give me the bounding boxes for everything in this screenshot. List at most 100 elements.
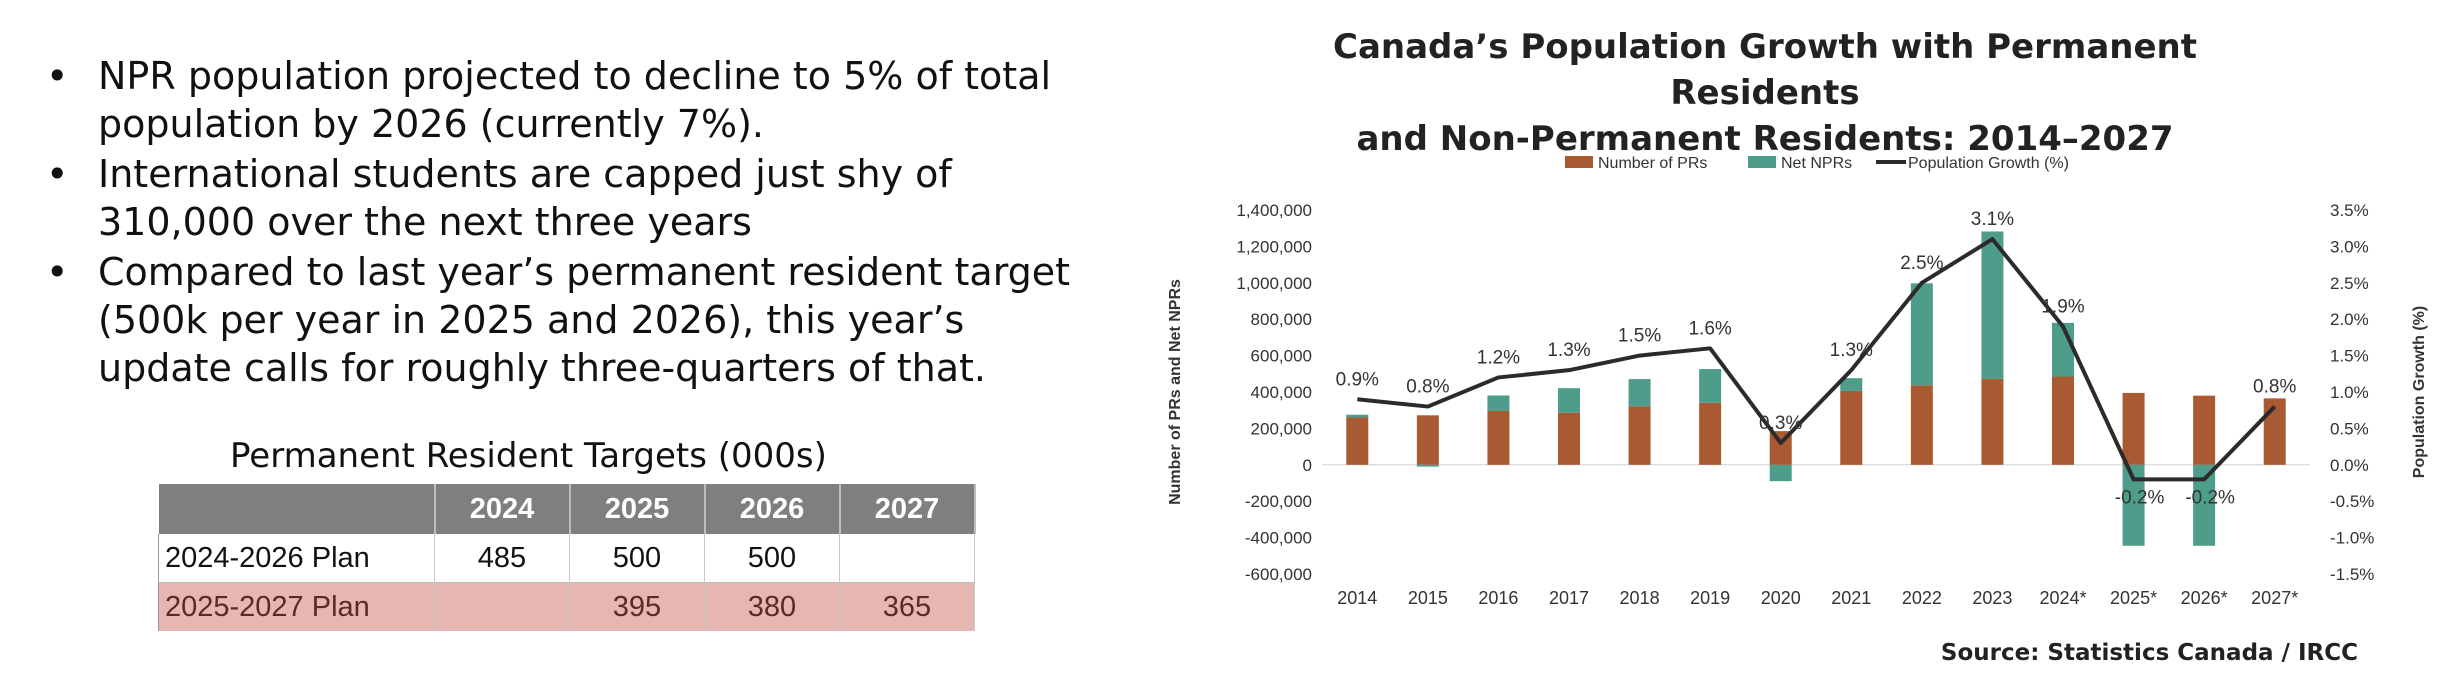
- table-row: 2024-2026 Plan 485 500 500: [158, 534, 975, 583]
- legend-label: Number of PRs: [1598, 155, 1707, 172]
- bullet-dot: •: [46, 152, 69, 196]
- table-cell: 500: [704, 534, 840, 583]
- x-tick-label: 2016: [1478, 588, 1518, 608]
- x-tick-label: 2017: [1549, 588, 1589, 608]
- line-data-label: 1.3%: [1830, 340, 1873, 361]
- line-data-label: 0.3%: [1759, 413, 1802, 434]
- bar-net-nprs: [1840, 378, 1863, 391]
- source-note: Source: Statistics Canada / IRCC: [1940, 640, 2358, 666]
- population-growth-line: [1357, 237, 2277, 482]
- y2-tick-label: 0.5%: [2330, 419, 2369, 438]
- table-row-highlighted: 2025-2027 Plan 395 380 365: [158, 582, 975, 631]
- bar-prs: [1910, 385, 1933, 465]
- column-header: 2024: [434, 484, 571, 534]
- bar-prs: [2193, 395, 2216, 465]
- bullet-item: • NPR population projected to decline to …: [40, 52, 1080, 148]
- y-tick-label: 400,000: [1251, 383, 1312, 402]
- x-tick-label: 2021: [1831, 588, 1871, 608]
- y2-axis-label: Population Growth (%): [2411, 306, 2428, 478]
- bar-net-nprs: [1346, 414, 1369, 418]
- y2-tick-label: 0.0%: [2330, 456, 2369, 475]
- y2-tick-label: 3.0%: [2330, 237, 2369, 256]
- bar-net-nprs: [1558, 388, 1580, 413]
- targets-table-title: Permanent Resident Targets (000s): [230, 436, 827, 476]
- bullet-text: Compared to last year’s permanent reside…: [98, 250, 1071, 390]
- line-data-label: 1.6%: [1688, 318, 1731, 339]
- chart-title: Canada’s Population Growth with Permanen…: [1240, 24, 2290, 162]
- table-cell: 500: [569, 534, 705, 583]
- line-data-label: 2.5%: [1900, 253, 1943, 274]
- bar-prs: [2122, 392, 2145, 465]
- bar-net-nprs: [1981, 231, 2004, 379]
- column-header: [158, 484, 436, 534]
- x-tick-label: 2027*: [2251, 588, 2298, 608]
- y2-tick-label: 2.5%: [2330, 274, 2369, 293]
- x-tick-label: 2015: [1408, 588, 1448, 608]
- bar-net-nprs: [1910, 283, 1933, 386]
- x-tick-label: 2018: [1620, 588, 1660, 608]
- y2-tick-label: -1.0%: [2330, 529, 2374, 548]
- x-tick-label: 2022: [1902, 588, 1942, 608]
- bar-prs: [1346, 417, 1369, 465]
- y-tick-label: -200,000: [1245, 492, 1312, 511]
- bar-prs: [1981, 378, 2004, 465]
- column-header: 2025: [569, 484, 706, 534]
- x-tick-label: 2020: [1761, 588, 1801, 608]
- y2-tick-label: 3.5%: [2330, 201, 2369, 220]
- y-tick-label: 600,000: [1251, 347, 1312, 366]
- table-cell: 2025-2027 Plan: [158, 582, 435, 631]
- y2-tick-label: -0.5%: [2330, 492, 2374, 511]
- line-data-label: 1.5%: [1618, 326, 1661, 347]
- line-data-label: 0.8%: [1406, 377, 1449, 398]
- chart-title-line: Canada’s Population Growth with Permanen…: [1333, 27, 2197, 113]
- line-data-label: -0.2%: [2115, 487, 2165, 508]
- bar-net-nprs: [1699, 369, 1722, 403]
- targets-table: 2024 2025 2026 2027 2024-2026 Plan 485 5…: [158, 484, 976, 631]
- line-data-label: 1.9%: [2041, 296, 2084, 317]
- x-tick-label: 2026*: [2181, 588, 2228, 608]
- bar-prs: [1628, 406, 1651, 465]
- bullet-text: NPR population projected to decline to 5…: [98, 54, 1052, 146]
- bullet-list: • NPR population projected to decline to …: [40, 52, 1080, 394]
- bullet-item: • International students are capped just …: [40, 150, 1080, 246]
- column-header: 2026: [704, 484, 841, 534]
- y-tick-label: -400,000: [1245, 529, 1312, 548]
- y-tick-label: 1,000,000: [1236, 274, 1312, 293]
- bar-prs: [1487, 410, 1510, 465]
- bullet-dot: •: [46, 54, 69, 98]
- bar-prs: [1558, 412, 1580, 465]
- y-tick-label: 800,000: [1251, 310, 1312, 329]
- legend-swatch-prs: [1565, 156, 1593, 168]
- x-tick-label: 2023: [1972, 588, 2012, 608]
- table-cell: [434, 582, 570, 631]
- bar-net-nprs: [1769, 464, 1792, 482]
- table-cell: 395: [569, 582, 705, 631]
- bar-net-nprs: [1628, 379, 1651, 407]
- y-tick-label: 1,400,000: [1236, 201, 1312, 220]
- table-cell: 365: [839, 582, 975, 631]
- line-data-label: 1.2%: [1477, 347, 1520, 368]
- line-data-label: -0.2%: [2185, 487, 2235, 508]
- bar-net-nprs: [2193, 464, 2216, 546]
- line-data-label: 3.1%: [1971, 209, 2014, 230]
- bar-prs: [2052, 376, 2074, 465]
- table-header-row: 2024 2025 2026 2027: [158, 484, 976, 534]
- legend-label: Net NPRs: [1781, 155, 1852, 172]
- bar-prs: [1840, 390, 1863, 465]
- bar-prs: [1416, 415, 1439, 465]
- x-tick-label: 2025*: [2110, 588, 2157, 608]
- bullet-dot: •: [46, 250, 69, 294]
- y-tick-label: 1,200,000: [1236, 237, 1312, 256]
- bullet-text: International students are capped just s…: [98, 152, 952, 244]
- column-header: 2027: [839, 484, 976, 534]
- line-data-label: 0.9%: [1336, 369, 1379, 390]
- table-cell: 380: [704, 582, 840, 631]
- y-tick-label: -600,000: [1245, 565, 1312, 584]
- chart-title-line: and Non-Permanent Residents: 2014–2027: [1356, 119, 2174, 159]
- legend-swatch-nprs: [1748, 156, 1776, 168]
- y2-tick-label: 2.0%: [2330, 310, 2369, 329]
- bar-net-nprs: [1416, 464, 1439, 467]
- y-axis-label: Number of PRs and Net NPRs: [1167, 279, 1184, 505]
- x-tick-label: 2024*: [2039, 588, 2086, 608]
